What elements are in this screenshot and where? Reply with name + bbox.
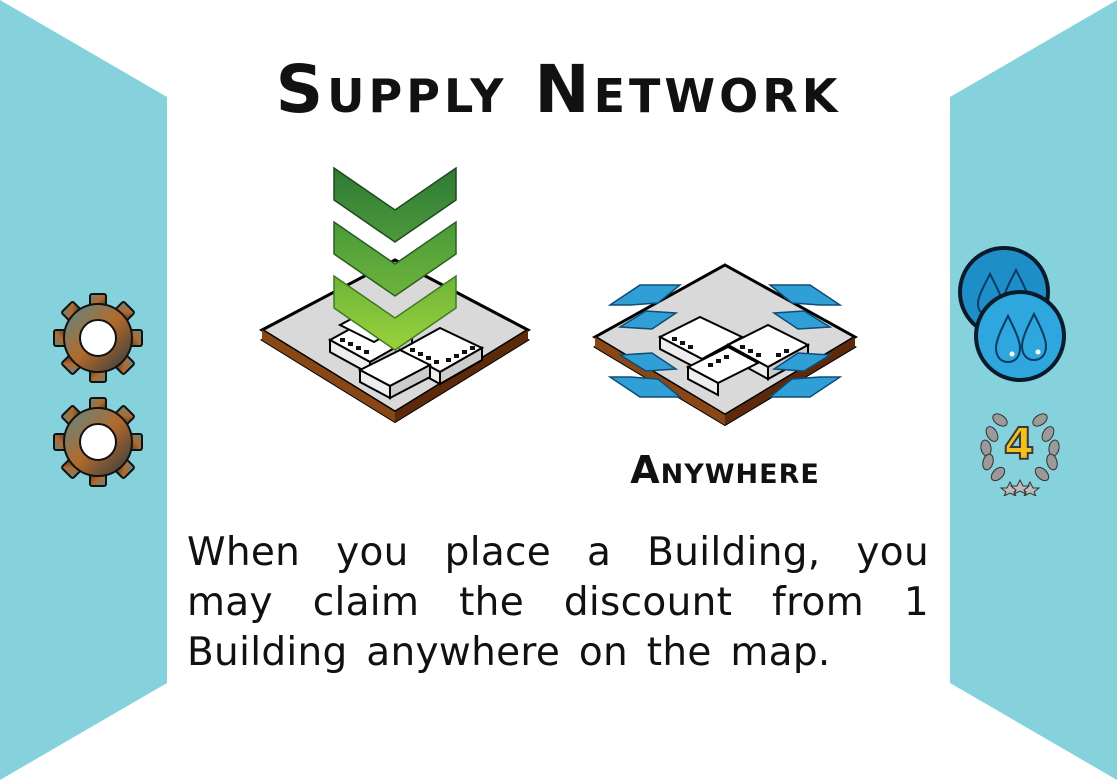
card-title: Supply Network (275, 51, 842, 128)
rules-text: When you place a Building, you may claim… (187, 530, 929, 675)
victory-points-value: 4 (1003, 418, 1036, 471)
right-side-panel (950, 0, 1117, 780)
gear-icon (53, 397, 143, 487)
building-tile-with-arrows-icon (258, 166, 532, 424)
water-drop-token-icon (974, 290, 1066, 382)
victory-points-laurel-icon (980, 413, 1060, 496)
gear-icon (53, 293, 143, 383)
building-tile-anywhere-icon (591, 263, 859, 427)
placement-label: Anywhere (630, 448, 820, 492)
left-side-panel (0, 0, 167, 780)
